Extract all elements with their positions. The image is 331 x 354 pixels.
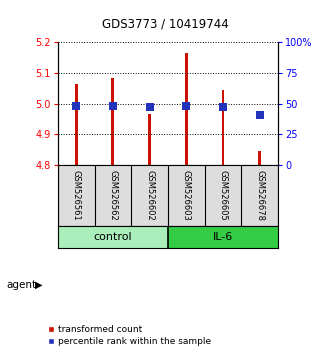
Point xyxy=(220,104,226,109)
Bar xyxy=(168,226,278,248)
Text: ▶: ▶ xyxy=(35,280,42,290)
Text: GDS3773 / 10419744: GDS3773 / 10419744 xyxy=(102,17,229,30)
Text: GSM526603: GSM526603 xyxy=(182,170,191,221)
Text: agent: agent xyxy=(7,280,37,290)
Bar xyxy=(112,78,115,165)
Point xyxy=(184,103,189,108)
Point xyxy=(110,104,116,109)
Legend: transformed count, percentile rank within the sample: transformed count, percentile rank withi… xyxy=(48,325,212,346)
Bar xyxy=(221,90,224,165)
Text: IL-6: IL-6 xyxy=(213,232,233,242)
Point xyxy=(147,104,152,110)
Text: control: control xyxy=(94,232,132,242)
Text: GSM526562: GSM526562 xyxy=(109,170,118,221)
Bar xyxy=(75,84,78,165)
Bar xyxy=(185,53,188,165)
Point xyxy=(73,104,79,109)
Bar xyxy=(58,226,168,248)
Text: GSM526678: GSM526678 xyxy=(255,170,264,221)
Text: GSM526602: GSM526602 xyxy=(145,170,154,221)
Point xyxy=(257,112,262,118)
Text: GSM526561: GSM526561 xyxy=(72,170,81,221)
Bar xyxy=(258,151,261,165)
Text: GSM526605: GSM526605 xyxy=(218,170,227,221)
Bar xyxy=(148,114,151,165)
